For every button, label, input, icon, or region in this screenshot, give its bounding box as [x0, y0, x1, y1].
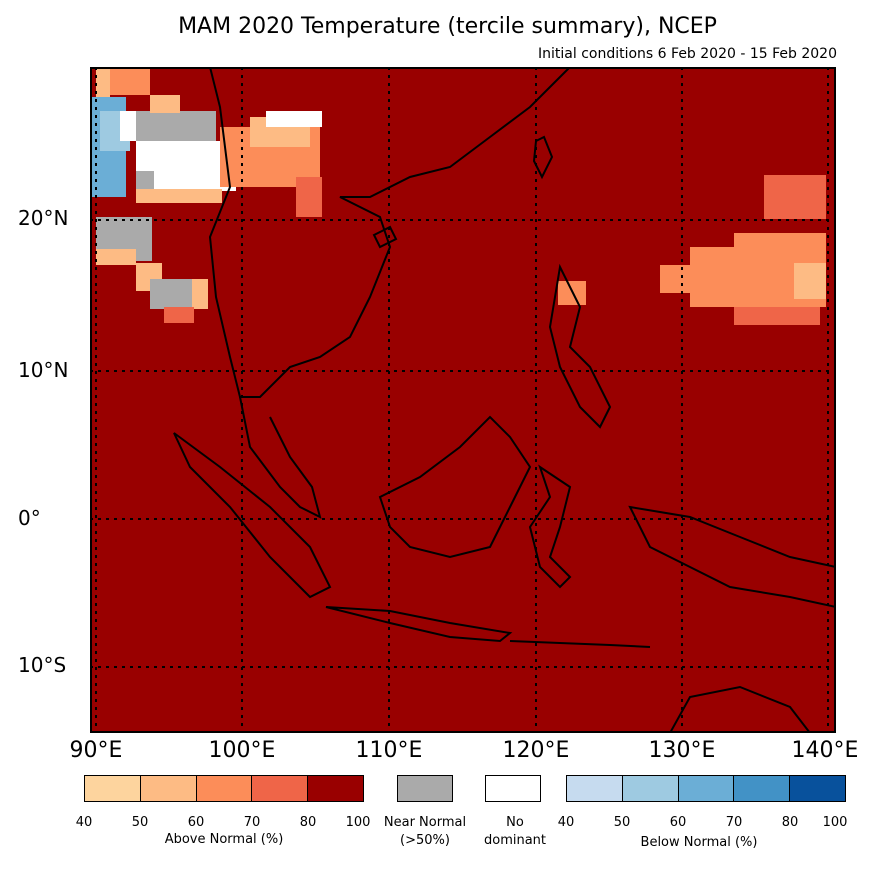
near-normal-line1: Near Normal [383, 815, 467, 830]
lat-label-0: 0° [18, 506, 41, 530]
near-normal-label: Near Normal (>50%) [370, 814, 480, 850]
lon-label-140e: 140°E [791, 738, 859, 763]
near-normal-swatch [397, 775, 453, 802]
below-tick: 50 [613, 815, 631, 830]
above-normal-label: Above Normal (%) [164, 832, 284, 847]
below-seg-3 [677, 776, 734, 801]
no-dominant-line2: dominant [483, 833, 547, 848]
above-seg-1 [85, 776, 140, 801]
no-dominant-swatch [485, 775, 541, 802]
graticule [90, 67, 836, 733]
near-normal-line2: (>50%) [400, 833, 450, 848]
above-seg-3 [195, 776, 252, 801]
no-dominant-line1: No [506, 815, 524, 830]
lon-label-130e: 130°E [648, 738, 716, 763]
no-dominant-label: No dominant [460, 814, 570, 850]
above-seg-5 [307, 776, 363, 801]
below-tick: 80 [781, 815, 799, 830]
above-tick: 70 [243, 815, 261, 830]
above-seg-4 [251, 776, 308, 801]
lon-label-100e: 100°E [208, 738, 276, 763]
lat-label-10s: 10°S [18, 653, 67, 677]
above-tick: 100 [345, 815, 371, 830]
below-tick: 60 [669, 815, 687, 830]
below-normal-colorbar [566, 775, 846, 802]
below-tick: 40 [557, 815, 575, 830]
above-seg-2 [139, 776, 196, 801]
below-seg-4 [733, 776, 790, 801]
lon-label-120e: 120°E [502, 738, 570, 763]
below-tick: 100 [822, 815, 848, 830]
lon-label-110e: 110°E [355, 738, 423, 763]
above-tick: 50 [131, 815, 149, 830]
above-normal-colorbar [84, 775, 364, 802]
forecast-map [90, 67, 836, 733]
above-tick: 40 [75, 815, 93, 830]
coastlines [173, 67, 836, 733]
below-seg-5 [789, 776, 845, 801]
chart-subtitle: Initial conditions 6 Feb 2020 - 15 Feb 2… [538, 46, 837, 62]
below-normal-label: Below Normal (%) [640, 835, 758, 850]
below-tick: 70 [725, 815, 743, 830]
below-seg-2 [621, 776, 678, 801]
probability-patches [90, 67, 826, 325]
lat-label-20n: 20°N [18, 206, 69, 230]
above-tick: 80 [299, 815, 317, 830]
above-tick: 60 [187, 815, 205, 830]
below-seg-1 [567, 776, 622, 801]
lon-label-90e: 90°E [69, 738, 123, 763]
chart-title: MAM 2020 Temperature (tercile summary), … [178, 14, 717, 39]
lat-label-10n: 10°N [18, 358, 69, 382]
